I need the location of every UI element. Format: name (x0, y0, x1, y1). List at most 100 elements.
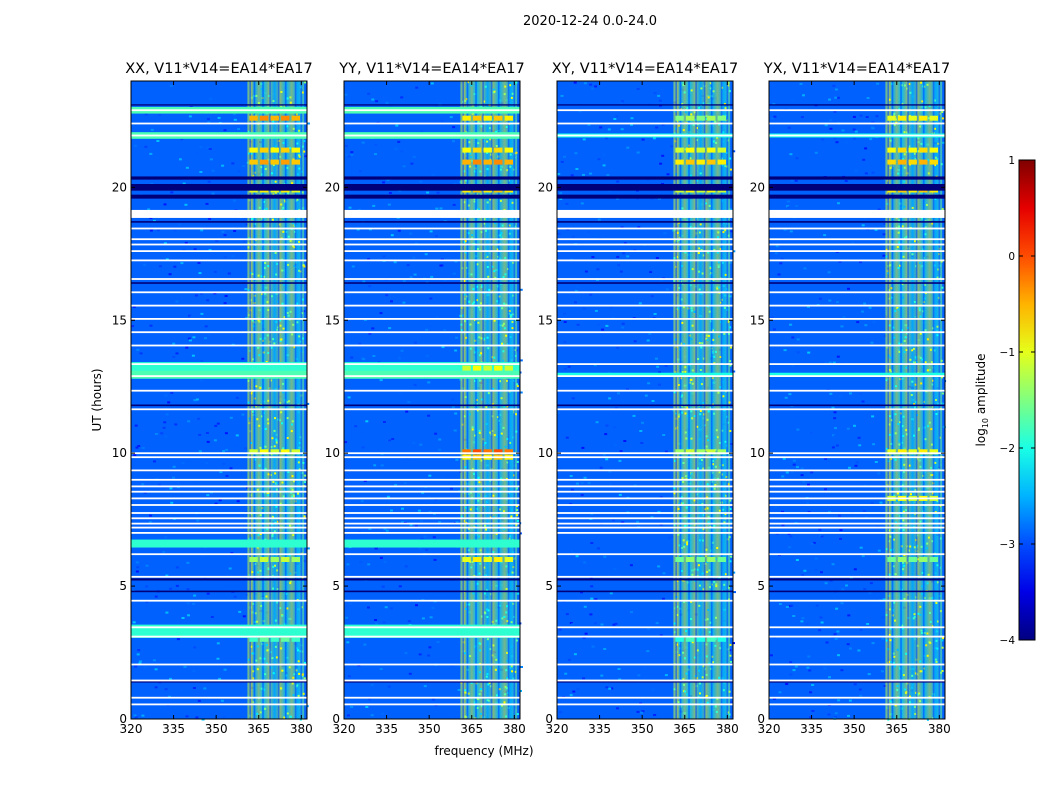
flagged-row (557, 626, 733, 629)
rfi-channel-gap (675, 81, 677, 719)
flagged-row (769, 696, 945, 699)
hot-rfi-cell (717, 449, 726, 455)
flagged-row (769, 663, 945, 666)
hot-rfi-cell (717, 147, 726, 153)
flagged-row (344, 599, 520, 602)
hot-rfi-cell (494, 147, 503, 153)
hot-rfi-cell (887, 449, 896, 455)
hot-rfi-cell (249, 557, 258, 562)
hot-rfi-cell (696, 449, 705, 455)
wide-rfi-row (769, 372, 945, 377)
flagged-block (344, 209, 520, 218)
flagged-row (344, 504, 520, 506)
hot-rfi-cell (504, 449, 513, 455)
zero-row (131, 404, 307, 407)
rfi-channel-gap (253, 81, 256, 719)
zero-row (344, 184, 520, 191)
flagged-row (131, 344, 307, 347)
flagged-row (769, 512, 945, 514)
hot-rfi-cell (281, 636, 290, 642)
hot-rfi-cell (685, 449, 695, 455)
y-tick-label: 5 (545, 579, 553, 593)
flagged-row (131, 497, 307, 500)
y-tick-label: 20 (325, 180, 340, 194)
flagged-row (557, 304, 733, 307)
flagged-row (344, 532, 520, 534)
flagged-row (131, 408, 307, 411)
colorbar-gradient (1018, 159, 1036, 641)
hot-rfi-cell (504, 557, 513, 562)
flagged-row (557, 504, 733, 506)
flagged-row (344, 553, 520, 556)
y-tick-label: 5 (119, 579, 127, 593)
wide-rfi-row (344, 362, 520, 375)
zero-row (131, 176, 307, 180)
flagged-row (769, 526, 945, 529)
hot-rfi-cell (685, 115, 695, 121)
zero-row (344, 194, 520, 199)
hot-rfi-cell (483, 557, 492, 562)
flagged-block (769, 209, 945, 218)
hot-rfi-cell (472, 159, 482, 165)
zero-row (131, 194, 307, 199)
hot-rfi-cell (929, 115, 938, 121)
flagged-row (769, 389, 945, 392)
flagged-row (557, 375, 733, 377)
flagged-row (769, 679, 945, 682)
flagged-row (344, 497, 520, 500)
flagged-row (344, 278, 520, 280)
y-tick-label: 0 (119, 712, 127, 726)
x-tick-label: 350 (205, 722, 228, 736)
rfi-channel-gap (900, 81, 902, 719)
flagged-row (557, 109, 733, 112)
hot-rfi-cell (897, 115, 907, 121)
zero-row (131, 578, 307, 581)
flagged-row (344, 522, 520, 525)
hot-rfi-cell (270, 557, 279, 562)
y-tick-label: 5 (757, 579, 765, 593)
flagged-row (131, 526, 307, 529)
colorbar-tick-label: −2 (1000, 443, 1015, 455)
flagged-row (557, 478, 733, 481)
hot-rfi-cell (270, 147, 279, 153)
flagged-row (769, 331, 945, 334)
flagged-row (557, 512, 733, 514)
flagged-row (344, 456, 520, 459)
zero-row (344, 590, 520, 593)
flagged-row (344, 526, 520, 529)
flagged-row (344, 517, 520, 520)
flagged-row (557, 635, 733, 638)
rfi-channel-gap (513, 81, 516, 719)
hot-rfi-cell (270, 449, 279, 455)
x-axis-label: frequency (MHz) (434, 744, 533, 758)
hot-rfi-cell (504, 159, 513, 165)
flagged-row (557, 517, 733, 520)
hot-rfi-cell (494, 365, 503, 371)
flagged-block (131, 209, 307, 218)
flagged-row (769, 485, 945, 488)
hot-rfi-cell (249, 159, 258, 165)
zero-row (769, 176, 945, 180)
hot-rfi-cell (717, 159, 726, 165)
flagged-row (769, 456, 945, 459)
rfi-channel-gap (938, 81, 941, 719)
hot-rfi-cell (472, 557, 482, 562)
hot-rfi-cell (919, 115, 928, 121)
hot-rfi-cell (504, 115, 513, 121)
hot-rfi-cell (259, 159, 269, 165)
flagged-row (131, 331, 307, 334)
hot-rfi-cell (929, 159, 938, 165)
colorbar: 1 0 −1 −2 −3 −4 log10 amplitude (974, 155, 1036, 647)
flagged-row (344, 408, 520, 411)
rfi-channel-gap (688, 81, 690, 719)
zero-row (131, 221, 307, 223)
flagged-row (557, 599, 733, 602)
flagged-row (344, 318, 520, 320)
rfi-channel-gap (497, 81, 500, 719)
zero-row (557, 590, 733, 593)
flagged-row (344, 626, 520, 629)
flagged-row (769, 375, 945, 377)
x-tick-label: 365 (247, 722, 270, 736)
